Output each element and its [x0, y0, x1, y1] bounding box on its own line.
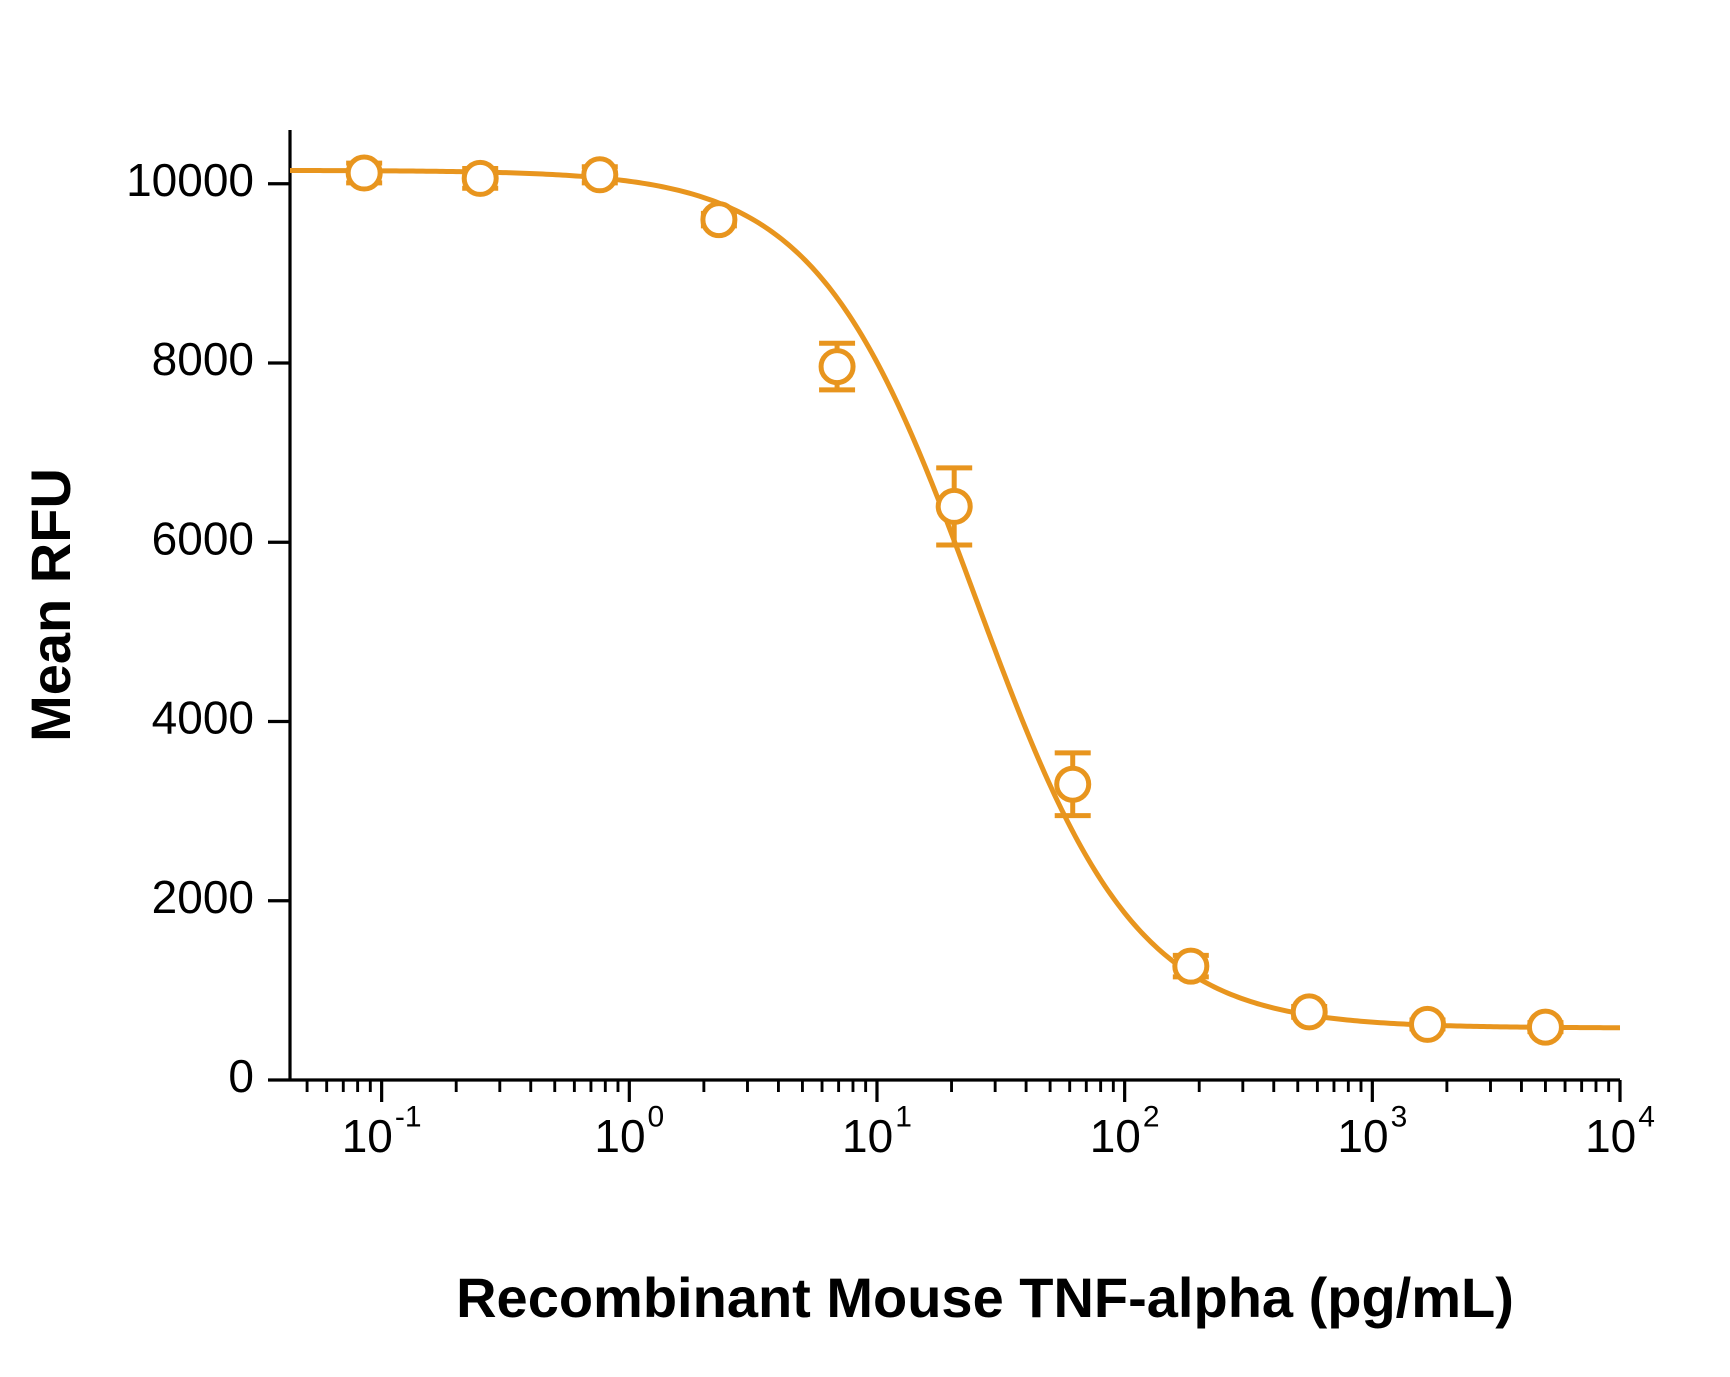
data-marker	[464, 162, 496, 194]
y-tick-label: 0	[228, 1050, 254, 1102]
y-tick-label: 10000	[126, 154, 254, 206]
axes	[268, 130, 1620, 1102]
y-tick-label: 6000	[152, 512, 254, 564]
x-tick-labels: 10-1 100 101 102 103 104	[342, 1101, 1655, 1162]
data-marker	[1411, 1008, 1443, 1040]
data-marker	[821, 351, 853, 383]
dose-response-chart: 10-1 100 101 102 103 104 0 2000 4000 6000 8000 100…	[0, 0, 1730, 1377]
error-bars	[346, 163, 1563, 1031]
x-tick-label: 104	[1585, 1101, 1655, 1162]
x-axis-label: Recombinant Mouse TNF-alpha (pg/mL)	[456, 1266, 1514, 1329]
y-axis-label: Mean RFU	[19, 468, 82, 742]
x-tick-label: 10-1	[342, 1101, 422, 1162]
x-tick-label: 100	[594, 1101, 664, 1162]
fit-curve	[290, 170, 1620, 1027]
y-tick-labels: 0 2000 4000 6000 8000 10000	[126, 154, 254, 1102]
x-tick-label: 101	[842, 1101, 912, 1162]
y-tick-label: 8000	[152, 333, 254, 385]
x-tick-label: 103	[1337, 1101, 1407, 1162]
data-marker	[348, 157, 380, 189]
y-tick-label: 2000	[152, 871, 254, 923]
data-marker	[938, 490, 970, 522]
x-tick-label: 102	[1090, 1101, 1160, 1162]
data-marker	[703, 204, 735, 236]
data-marker	[1293, 996, 1325, 1028]
data-markers	[348, 157, 1561, 1043]
data-marker	[1057, 768, 1089, 800]
y-tick-label: 4000	[152, 692, 254, 744]
data-marker	[584, 159, 616, 191]
data-marker	[1529, 1011, 1561, 1043]
data-marker	[1175, 950, 1207, 982]
